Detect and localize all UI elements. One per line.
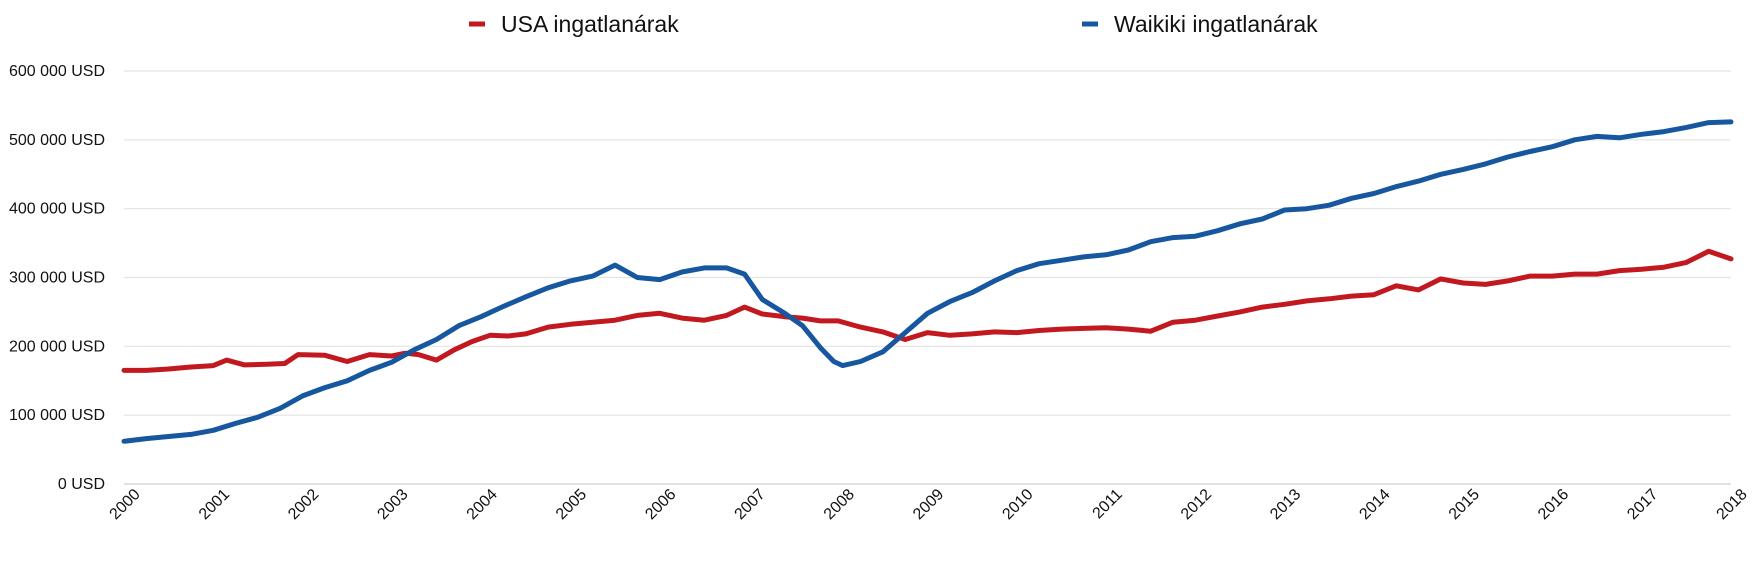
legend-label: Waikiki ingatlanárak	[1114, 11, 1318, 37]
y-tick-label: 400 000 USD	[9, 201, 105, 218]
x-tick-label: 2018	[1714, 486, 1751, 523]
x-tick-label: 2012	[1178, 486, 1215, 523]
y-tick-label: 300 000 USD	[9, 270, 105, 287]
x-tick-label: 2003	[374, 486, 411, 523]
grid-lines	[124, 70, 1731, 485]
x-tick-label: 2016	[1535, 486, 1572, 523]
x-tick-label: 2006	[642, 486, 679, 523]
x-tick-label: 2010	[999, 486, 1036, 523]
y-tick-label: 600 000 USD	[9, 63, 105, 80]
x-tick-label: 2004	[464, 486, 501, 523]
x-tick-label: 2001	[196, 486, 233, 523]
y-axis-tick-labels: 0 USD 100 000 USD 200 000 USD 300 000 USD 40…	[9, 63, 105, 493]
series-lines	[121, 119, 1734, 444]
x-tick-label: 2000	[107, 486, 144, 523]
legend-label: USA ingatlanárak	[501, 11, 679, 37]
x-tick-label: 2015	[1446, 486, 1483, 523]
x-tick-label: 2014	[1356, 486, 1393, 523]
x-tick-label: 2008	[821, 486, 858, 523]
series-line-0	[121, 248, 1734, 373]
legend: USA ingatlanárak Waikiki ingatlanárak	[469, 11, 1318, 37]
series-line-1	[121, 119, 1734, 444]
y-tick-label: 200 000 USD	[9, 338, 105, 355]
x-tick-label: 2007	[732, 486, 769, 523]
x-axis-tick-labels: 2000 2001 2002 2003 2004 2005 2006 2007 2008 2009…	[107, 486, 1751, 523]
x-tick-label: 2005	[553, 486, 590, 523]
x-tick-label: 2002	[285, 486, 322, 523]
y-tick-label: 100 000 USD	[9, 407, 105, 424]
x-tick-label: 2009	[910, 486, 947, 523]
x-tick-label: 2011	[1090, 486, 1126, 522]
x-tick-label: 2017	[1624, 486, 1661, 523]
x-tick-label: 2013	[1267, 486, 1304, 523]
y-tick-label: 500 000 USD	[9, 132, 105, 149]
y-tick-label: 0 USD	[58, 476, 105, 493]
